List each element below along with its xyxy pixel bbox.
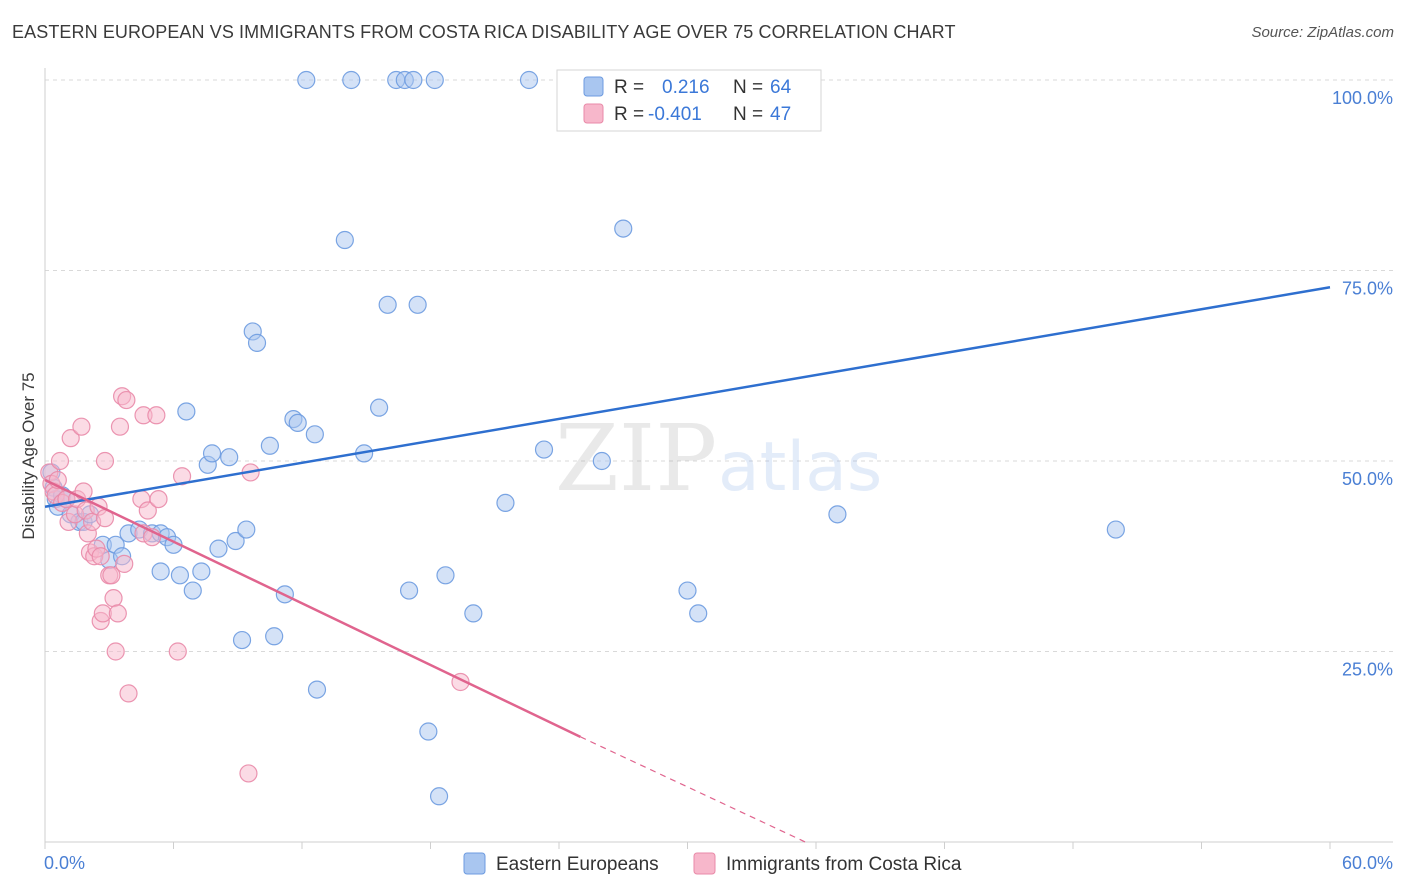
legend-r-value-1: 0.216 [662, 77, 710, 98]
data-point-eastern-europeans [192, 562, 211, 581]
legend-n-label-1: N = [733, 77, 763, 98]
data-point-eastern-europeans [151, 562, 170, 581]
data-point-eastern-europeans [378, 295, 397, 314]
data-point-immigrants-costa-rica [106, 642, 125, 661]
legend-n-value-2: 47 [770, 104, 791, 125]
data-point-eastern-europeans [534, 440, 554, 459]
data-point-immigrants-costa-rica [102, 566, 121, 585]
data-point-immigrants-costa-rica [61, 429, 80, 448]
data-point-immigrants-costa-rica [108, 604, 127, 623]
data-point-eastern-europeans [307, 680, 327, 699]
trend-line-immigrants-costa-rica [44, 478, 581, 738]
data-point-immigrants-costa-rica [95, 451, 115, 471]
data-point-eastern-europeans [1106, 520, 1125, 539]
legend-n-value-1: 64 [770, 77, 792, 98]
data-point-eastern-europeans [335, 230, 354, 250]
trend-line-immigrants-costa-rica-extension [580, 736, 806, 843]
y-tick-labels: 25.0% 50.0% 75.0% 100.0% [1332, 88, 1393, 680]
data-point-eastern-europeans [265, 627, 284, 646]
data-point-eastern-europeans [226, 531, 245, 551]
data-point-eastern-europeans [404, 70, 423, 90]
x-tick-label-max: 60.0% [1342, 853, 1393, 873]
data-point-eastern-europeans [429, 787, 449, 806]
data-point-eastern-europeans [408, 295, 427, 314]
data-point-immigrants-costa-rica [168, 642, 187, 661]
data-point-immigrants-costa-rica [117, 390, 136, 410]
data-point-eastern-europeans [592, 451, 611, 471]
legend-swatch-pink [583, 103, 604, 124]
watermark-zip: ZIP [555, 405, 717, 512]
bottom-legend-label-pink: Immigrants from Costa Rica [726, 854, 962, 875]
bottom-legend-swatch-blue [463, 852, 486, 875]
data-point-eastern-europeans [419, 722, 438, 741]
x-tick-label-min: 0.0% [44, 853, 85, 873]
data-point-immigrants-costa-rica [172, 467, 192, 486]
legend-r-value-2: -0.401 [648, 104, 702, 125]
legend-swatch-blue [583, 76, 604, 97]
data-point-eastern-europeans [237, 520, 256, 539]
legend-r-label-1: R = [614, 77, 644, 98]
data-point-eastern-europeans [436, 566, 455, 585]
data-point-eastern-europeans [183, 581, 202, 600]
series-legend: Eastern Europeans Immigrants from Costa … [463, 852, 962, 875]
data-point-immigrants-costa-rica [115, 554, 134, 573]
data-point-immigrants-costa-rica [138, 501, 157, 520]
bottom-legend-swatch-pink [693, 852, 716, 875]
legend-n-label-2: N = [733, 104, 763, 125]
source-credit: Source: ZipAtlas.com [1251, 24, 1394, 41]
data-point-immigrants-costa-rica [104, 589, 123, 608]
data-point-eastern-europeans [247, 333, 267, 352]
data-point-immigrants-costa-rica [147, 406, 166, 425]
data-point-eastern-europeans [170, 566, 190, 585]
data-point-eastern-europeans [614, 219, 633, 238]
data-point-eastern-europeans [220, 448, 239, 467]
data-point-immigrants-costa-rica [91, 547, 110, 566]
y-tick-label-75: 75.0% [1342, 279, 1393, 299]
stats-legend: R = 0.216 N = 64 R = -0.401 N = 47 [556, 69, 822, 132]
watermark: ZIP atlas [555, 405, 882, 512]
data-point-eastern-europeans [232, 630, 252, 650]
watermark-atlas: atlas [718, 428, 882, 507]
y-axis-label: Disability Age Over 75 [19, 372, 38, 539]
trend-line-eastern-europeans [44, 286, 1331, 508]
data-point-eastern-europeans [288, 413, 307, 432]
data-point-eastern-europeans [399, 581, 419, 600]
data-point-eastern-europeans [519, 70, 539, 90]
data-point-immigrants-costa-rica [72, 417, 91, 436]
trend-lines [44, 286, 1331, 843]
data-point-eastern-europeans [464, 604, 483, 623]
data-point-eastern-europeans [177, 402, 196, 421]
data-point-eastern-europeans [305, 425, 324, 444]
data-point-eastern-europeans [370, 398, 389, 417]
data-point-immigrants-costa-rica [110, 417, 130, 436]
data-point-eastern-europeans [425, 70, 444, 90]
data-point-immigrants-costa-rica [239, 764, 258, 783]
data-point-immigrants-costa-rica [149, 490, 168, 509]
data-point-eastern-europeans [828, 505, 847, 524]
data-point-immigrants-costa-rica [50, 451, 70, 471]
data-point-eastern-europeans [297, 70, 316, 90]
data-point-eastern-europeans [689, 604, 708, 623]
data-point-eastern-europeans [202, 444, 222, 463]
y-tick-label-25: 25.0% [1342, 660, 1393, 680]
axes [44, 68, 1393, 849]
data-point-eastern-europeans [209, 539, 228, 558]
data-point-eastern-europeans [678, 581, 697, 600]
legend-r-label-2: R = [614, 104, 644, 125]
data-point-eastern-europeans [496, 493, 515, 513]
gridlines [45, 79, 1393, 652]
y-tick-label-100: 100.0% [1332, 88, 1393, 108]
data-point-immigrants-costa-rica [119, 684, 138, 703]
chart-title: EASTERN EUROPEAN VS IMMIGRANTS FROM COST… [12, 22, 956, 42]
bottom-legend-label-blue: Eastern Europeans [496, 854, 659, 875]
y-tick-label-50: 50.0% [1342, 469, 1393, 489]
data-point-eastern-europeans [342, 70, 361, 90]
data-point-eastern-europeans [260, 436, 279, 455]
